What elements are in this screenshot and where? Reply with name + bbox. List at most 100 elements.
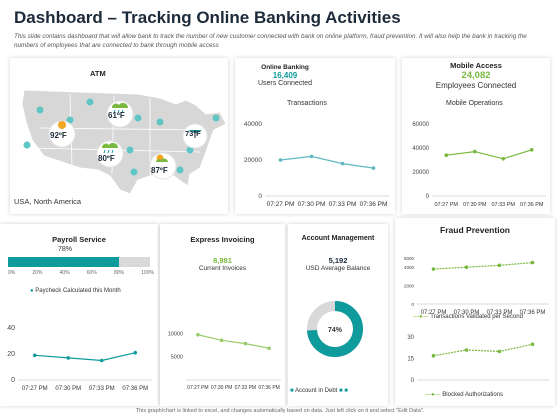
y-tick-label: 0 xyxy=(11,377,15,384)
mobile-access-panel: Mobile Access 24,082 Employees Connected… xyxy=(402,58,550,214)
donut-arc xyxy=(307,301,363,357)
data-point xyxy=(497,263,502,268)
fraud-bottom-legend: —●— Blocked Authorizations xyxy=(425,392,503,398)
weather-bubble-80 xyxy=(96,140,124,168)
y-tick-label: 5000 xyxy=(404,256,415,261)
transactions-chart: 0 20000 40000 07:27 PM 07:30 PM 07:33 PM 07:36… xyxy=(244,121,389,208)
mobile-operations-chart: 0 20000 40000 60000 07:27 PM 07:30 PM 07:33 PM… xyxy=(412,122,546,208)
data-point xyxy=(530,342,535,347)
y-tick-label: 5000 xyxy=(171,355,183,361)
fraud-bottom-legend-text: Blocked Authorizations xyxy=(442,392,503,398)
y-tick-label: 30 xyxy=(407,335,414,341)
x-tick-label: 07:36 PM xyxy=(520,310,546,316)
x-tick-label: 07:27 PM xyxy=(22,386,48,392)
atm-region: USA, North America xyxy=(14,197,82,206)
x-tick-label: 07:36 PM xyxy=(258,385,279,391)
payroll-scale: 0% 20% 40% 60% 80% 100% xyxy=(8,270,154,276)
x-tick-label: 07:30 PM xyxy=(211,385,232,391)
transactions-chart-title: Transactions xyxy=(287,100,327,107)
y-tick-label: 15 xyxy=(407,357,414,363)
y-tick-label: 20000 xyxy=(412,170,429,176)
data-point xyxy=(278,158,283,162)
data-point xyxy=(529,148,534,152)
express-subtitle: Current Invoices xyxy=(198,265,247,272)
data-point xyxy=(99,358,104,363)
scale-100: 100% xyxy=(141,270,154,276)
scale-80: 80% xyxy=(113,270,124,276)
account-panel: Account Management 5,192 USD Average Bal… xyxy=(288,224,388,406)
mobile-operations-title: Mobile Operations xyxy=(446,100,503,107)
page-description: This slide contains dashboard that will … xyxy=(14,33,527,49)
x-tick-label: 07:30 PM xyxy=(298,201,326,208)
self-service-chart: 0 20 40 07:27 PM 07:30 PM 07:33 PM 07:36 PM xyxy=(7,325,152,392)
x-tick-label: 07:33 PM xyxy=(329,201,357,208)
y-tick-label: 20 xyxy=(7,351,15,358)
scale-0: 0% xyxy=(8,270,16,276)
temp-80: 80ºF xyxy=(98,154,115,163)
y-tick-label: 0 xyxy=(411,378,415,384)
x-tick-label: 07:36 PM xyxy=(520,202,544,208)
express-panel: Express Invoicing 8,981 Current Invoices… xyxy=(160,224,285,406)
y-tick-label: 0 xyxy=(426,194,430,200)
x-tick-label: 07:30 PM xyxy=(463,202,487,208)
y-tick-label: 40 xyxy=(7,325,15,332)
online-banking-subtitle: Users Connected xyxy=(257,80,313,87)
x-tick-label: 07:27 PM xyxy=(434,202,458,208)
data-point xyxy=(444,153,449,157)
data-point xyxy=(464,348,469,352)
x-tick-label: 07:30 PM xyxy=(55,386,81,392)
payroll-panel: Payroll Service 78% 0% 20% 40% 60% 80% 1… xyxy=(0,224,158,406)
y-tick-label: 10000 xyxy=(168,331,183,337)
series-line xyxy=(433,262,533,270)
series-line xyxy=(197,334,270,349)
mobile-access-title: Mobile Access xyxy=(450,61,502,70)
y-tick-label: 40000 xyxy=(412,146,429,152)
weather-bubble-87 xyxy=(149,152,177,180)
data-point xyxy=(431,353,436,358)
y-tick-label: 4000 xyxy=(404,265,415,270)
x-tick-label: 07:27 PM xyxy=(267,201,295,208)
transactions-validated-chart: 0 2000 4000 5000 07:27 PM 07:30 PM 07:33 PM 07:… xyxy=(404,256,549,316)
data-point xyxy=(501,157,506,161)
x-tick-label: 07:33 PM xyxy=(235,385,256,391)
fraud-panel: Fraud Prevention 0 2000 4000 5000 07:27 PM 07… xyxy=(395,218,555,406)
temp-61: 61ºF xyxy=(108,111,125,120)
temp-73: 73ºF xyxy=(185,129,201,138)
x-tick-label: 07:33 PM xyxy=(89,386,115,392)
data-point xyxy=(243,341,248,346)
x-tick-label: 07:33 PM xyxy=(491,202,515,208)
temp-87: 87ºF xyxy=(151,166,168,175)
usa-map xyxy=(21,89,227,195)
fraud-top-legend: —●— Transactions Validated per Second xyxy=(413,314,523,320)
data-point xyxy=(431,267,436,271)
data-point xyxy=(340,161,345,166)
payroll-progress-track xyxy=(8,257,150,267)
payroll-legend: ● Paycheck Calculated this Month xyxy=(30,288,121,294)
express-value: 8,981 xyxy=(213,256,232,265)
x-tick-label: 07:36 PM xyxy=(122,386,148,392)
scale-60: 60% xyxy=(86,270,97,276)
fraud-title: Fraud Prevention xyxy=(440,225,510,235)
series-line xyxy=(34,352,136,362)
mobile-access-value: 24,082 xyxy=(461,70,491,81)
account-legend: ■ Account in Debt ■ ■ xyxy=(290,388,348,394)
mobile-access-subtitle: Employees Connected xyxy=(435,81,517,90)
blocked-authorizations-chart: 0 15 30 xyxy=(407,335,549,384)
payroll-progress-label: 78% xyxy=(57,246,72,253)
payroll-legend-text: Paycheck Calculated this Month xyxy=(35,288,121,294)
online-banking-value: 16,409 xyxy=(272,71,298,80)
account-title: Account Management xyxy=(301,235,375,242)
donut-label: 74% xyxy=(328,327,343,334)
account-donut: 74% xyxy=(307,301,363,357)
y-tick-label: 60000 xyxy=(412,122,429,128)
map-pins xyxy=(23,98,220,176)
data-point xyxy=(371,166,376,170)
weather-bubble-92 xyxy=(48,120,76,148)
series-line xyxy=(280,155,374,169)
payroll-progress-fill xyxy=(8,257,119,267)
scale-20: 20% xyxy=(32,270,43,276)
online-banking-title: Online Banking xyxy=(261,64,309,71)
data-point xyxy=(267,346,271,351)
payroll-title: Payroll Service xyxy=(52,235,106,244)
fraud-top-legend-text: Transactions Validated per Second xyxy=(430,314,523,320)
